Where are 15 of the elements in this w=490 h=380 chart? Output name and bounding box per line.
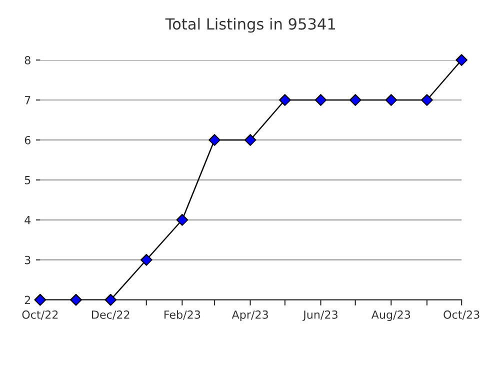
chart-title: Total Listings in 95341 <box>165 18 336 33</box>
y-tick-label: 6 <box>24 136 30 144</box>
x-tick-label: Oct/23 <box>444 310 480 320</box>
x-tick-label: Apr/23 <box>232 310 268 321</box>
x-tick-label: Oct/22 <box>22 310 58 320</box>
x-tick-label: Feb/23 <box>164 310 200 320</box>
y-tick-label: 2 <box>24 296 30 304</box>
y-tick-label: 3 <box>24 256 30 264</box>
x-tick-label: Dec/22 <box>92 310 130 320</box>
y-tick-label: 5 <box>24 176 30 184</box>
y-tick-label: 8 <box>24 56 30 64</box>
x-tick-label: Jun/23 <box>302 310 338 321</box>
y-tick-label: 7 <box>24 96 30 104</box>
x-tick-label: Aug/23 <box>371 310 410 321</box>
y-tick-label: 4 <box>24 216 31 224</box>
